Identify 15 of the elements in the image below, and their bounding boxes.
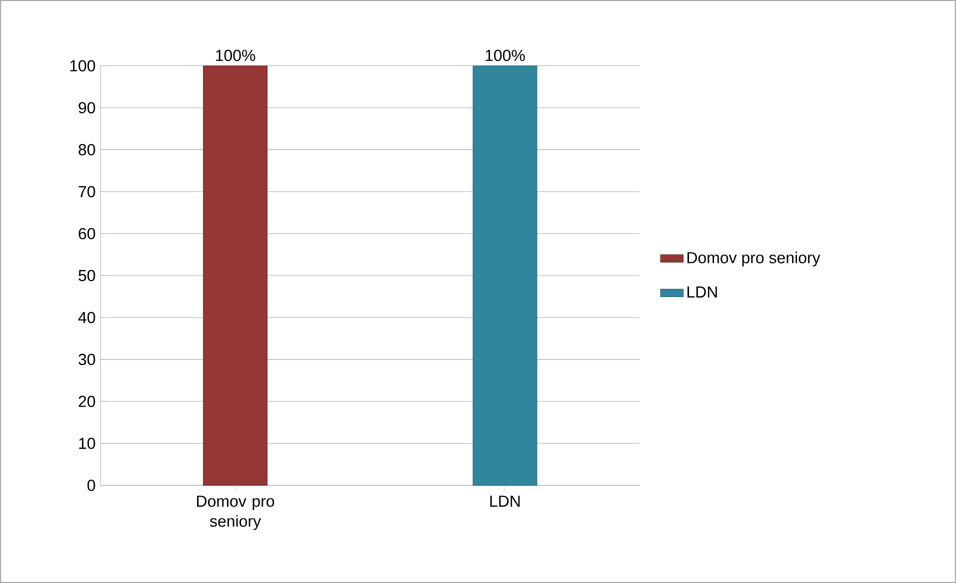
legend-label: LDN — [688, 286, 717, 298]
y-tick-label: 0 — [87, 480, 96, 491]
y-tick-label: 40 — [78, 312, 96, 324]
y-tick-label: 10 — [79, 438, 96, 449]
y-tick-label: 50 — [78, 270, 96, 282]
y-tick-label: 80 — [78, 144, 96, 156]
data-label: 100% — [216, 50, 256, 62]
y-tick-label: 90 — [78, 102, 96, 114]
y-tick-label: 20 — [78, 396, 96, 408]
y-tick-label: 60 — [78, 228, 96, 240]
legend-label: Domov pro seniory — [688, 252, 820, 266]
data-label: 100% — [486, 50, 525, 62]
y-tick-label: 100 — [70, 60, 96, 72]
y-tick-label: 70 — [78, 186, 96, 198]
y-tick-label: 30 — [78, 354, 96, 366]
